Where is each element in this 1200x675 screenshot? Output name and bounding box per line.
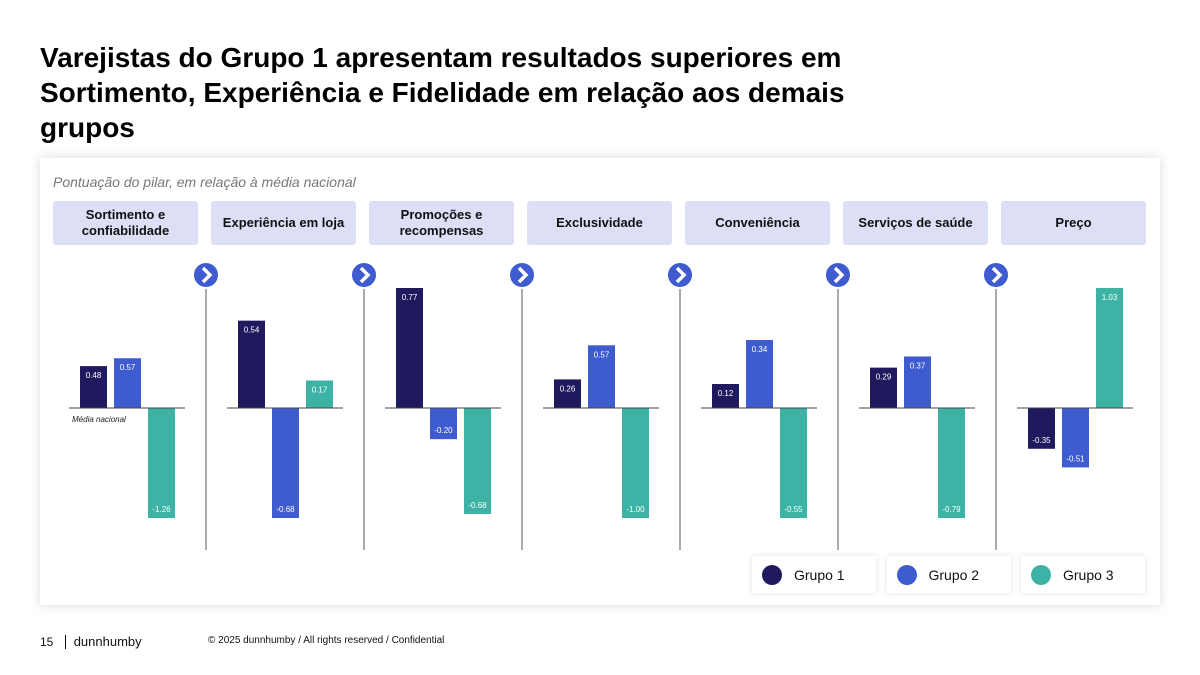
chevron <box>675 266 687 284</box>
pillar-header: Exclusividade <box>527 201 672 245</box>
value-label: 1.03 <box>1102 293 1118 302</box>
bar <box>430 408 457 440</box>
value-label: -0.35 <box>1032 436 1051 445</box>
slide-title: Varejistas do Grupo 1 apresentam resulta… <box>40 42 845 143</box>
bar <box>938 408 965 518</box>
bar <box>622 408 649 518</box>
value-label: -0.68 <box>276 505 295 514</box>
bar <box>780 408 807 518</box>
value-label: 0.48 <box>86 371 102 380</box>
chevron <box>517 266 529 284</box>
bar <box>80 366 107 408</box>
legend-label: Grupo 2 <box>928 566 980 583</box>
value-label: -0.51 <box>1066 454 1085 463</box>
bar <box>464 408 491 514</box>
chevron-circle <box>824 261 852 289</box>
legend-swatch <box>1031 564 1051 585</box>
chevron-circle <box>508 261 536 289</box>
bar <box>148 408 175 518</box>
value-label: -0.55 <box>784 505 803 514</box>
value-label: 0.37 <box>910 361 926 370</box>
bar <box>870 367 897 408</box>
brand: dunnhumby <box>73 634 142 649</box>
copyright: © 2025 dunnhumby / All rights reserved /… <box>208 635 445 646</box>
pillar-header: Experiência em loja <box>211 201 356 245</box>
bar <box>1096 288 1123 408</box>
value-label: 0.29 <box>876 373 892 382</box>
chevron-circle <box>192 261 220 289</box>
pillar-header: Conveniência <box>685 201 830 245</box>
legend-swatch <box>762 564 782 585</box>
bar <box>238 320 265 408</box>
pillar-header: Promoções e recompensas <box>369 201 514 245</box>
bar <box>1028 408 1055 449</box>
value-label: -1.26 <box>152 505 171 514</box>
bar <box>1062 408 1089 468</box>
bar <box>554 379 581 408</box>
value-label: 0.54 <box>244 326 260 335</box>
value-label: 0.26 <box>560 384 576 393</box>
bar <box>712 384 739 408</box>
value-label: -1.00 <box>626 505 645 514</box>
pillar-header: Preço <box>1001 201 1146 245</box>
value-label: 0.12 <box>718 389 734 398</box>
bar <box>588 345 615 408</box>
value-label: 0.57 <box>120 363 136 372</box>
legend-item: Grupo 2 <box>886 556 1011 593</box>
footer: 15 dunnhumby © 2025 dunnhumby / All righ… <box>40 634 444 649</box>
chevron <box>359 266 371 284</box>
legend-swatch <box>896 564 917 585</box>
chevron-circle <box>666 261 694 289</box>
annotation: Média nacional <box>72 415 126 424</box>
legend-label: Grupo 3 <box>1063 566 1114 583</box>
bar <box>306 380 333 408</box>
chevron-circle <box>982 261 1010 289</box>
legend-label: Grupo 1 <box>794 566 845 583</box>
bar <box>396 288 423 408</box>
page-number: 15 <box>40 635 54 649</box>
chevron <box>833 266 845 284</box>
value-label: 0.57 <box>594 350 610 359</box>
bar <box>272 408 299 518</box>
value-label: 0.34 <box>752 345 768 354</box>
value-label: 0.77 <box>402 293 418 302</box>
value-label: -0.20 <box>434 426 453 435</box>
value-label: 0.17 <box>312 386 328 395</box>
chevron <box>201 266 213 284</box>
bar <box>746 340 773 408</box>
chevron <box>991 266 1003 284</box>
pillar-header: Sortimento e confiabilidade <box>53 201 198 245</box>
legend-item: Grupo 1 <box>752 556 876 593</box>
value-label: -0.79 <box>942 505 961 514</box>
chevron-circle <box>350 261 378 289</box>
value-label: -0.68 <box>468 501 487 510</box>
legend-item: Grupo 3 <box>1021 556 1145 593</box>
pillar-header: Serviços de saúde <box>843 201 988 245</box>
bar <box>114 358 141 408</box>
bar <box>904 356 931 408</box>
chart-subtitle: Pontuação do pilar, em relação à média n… <box>53 174 356 190</box>
